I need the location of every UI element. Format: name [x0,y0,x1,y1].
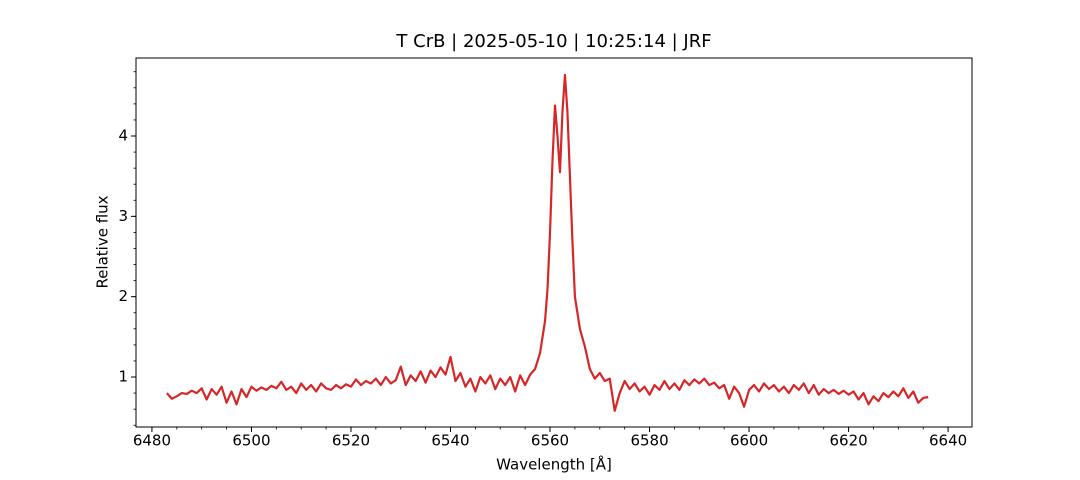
x-tick-label: 6640 [929,432,967,450]
x-axis-label: Wavelength [Å] [496,455,612,474]
x-tick-label: 6620 [829,432,867,450]
y-tick-label: 2 [118,287,128,305]
x-tick-label: 6600 [730,432,768,450]
x-tick-label: 6520 [332,432,370,450]
x-tick-label: 6480 [133,432,171,450]
x-tick-label: 6580 [630,432,668,450]
y-axis-label: Relative flux [94,195,112,288]
y-tick-label: 3 [118,207,128,225]
y-tick-label: 1 [118,368,128,386]
x-tick-label: 6560 [531,432,569,450]
plot-frame [135,57,973,428]
x-tick-label: 6540 [431,432,469,450]
chart-title: T CrB | 2025-05-10 | 10:25:14 | JRF [395,31,711,52]
y-tick-label: 4 [118,127,128,145]
spectrum-line [166,73,929,412]
x-tick-label: 6500 [232,432,270,450]
